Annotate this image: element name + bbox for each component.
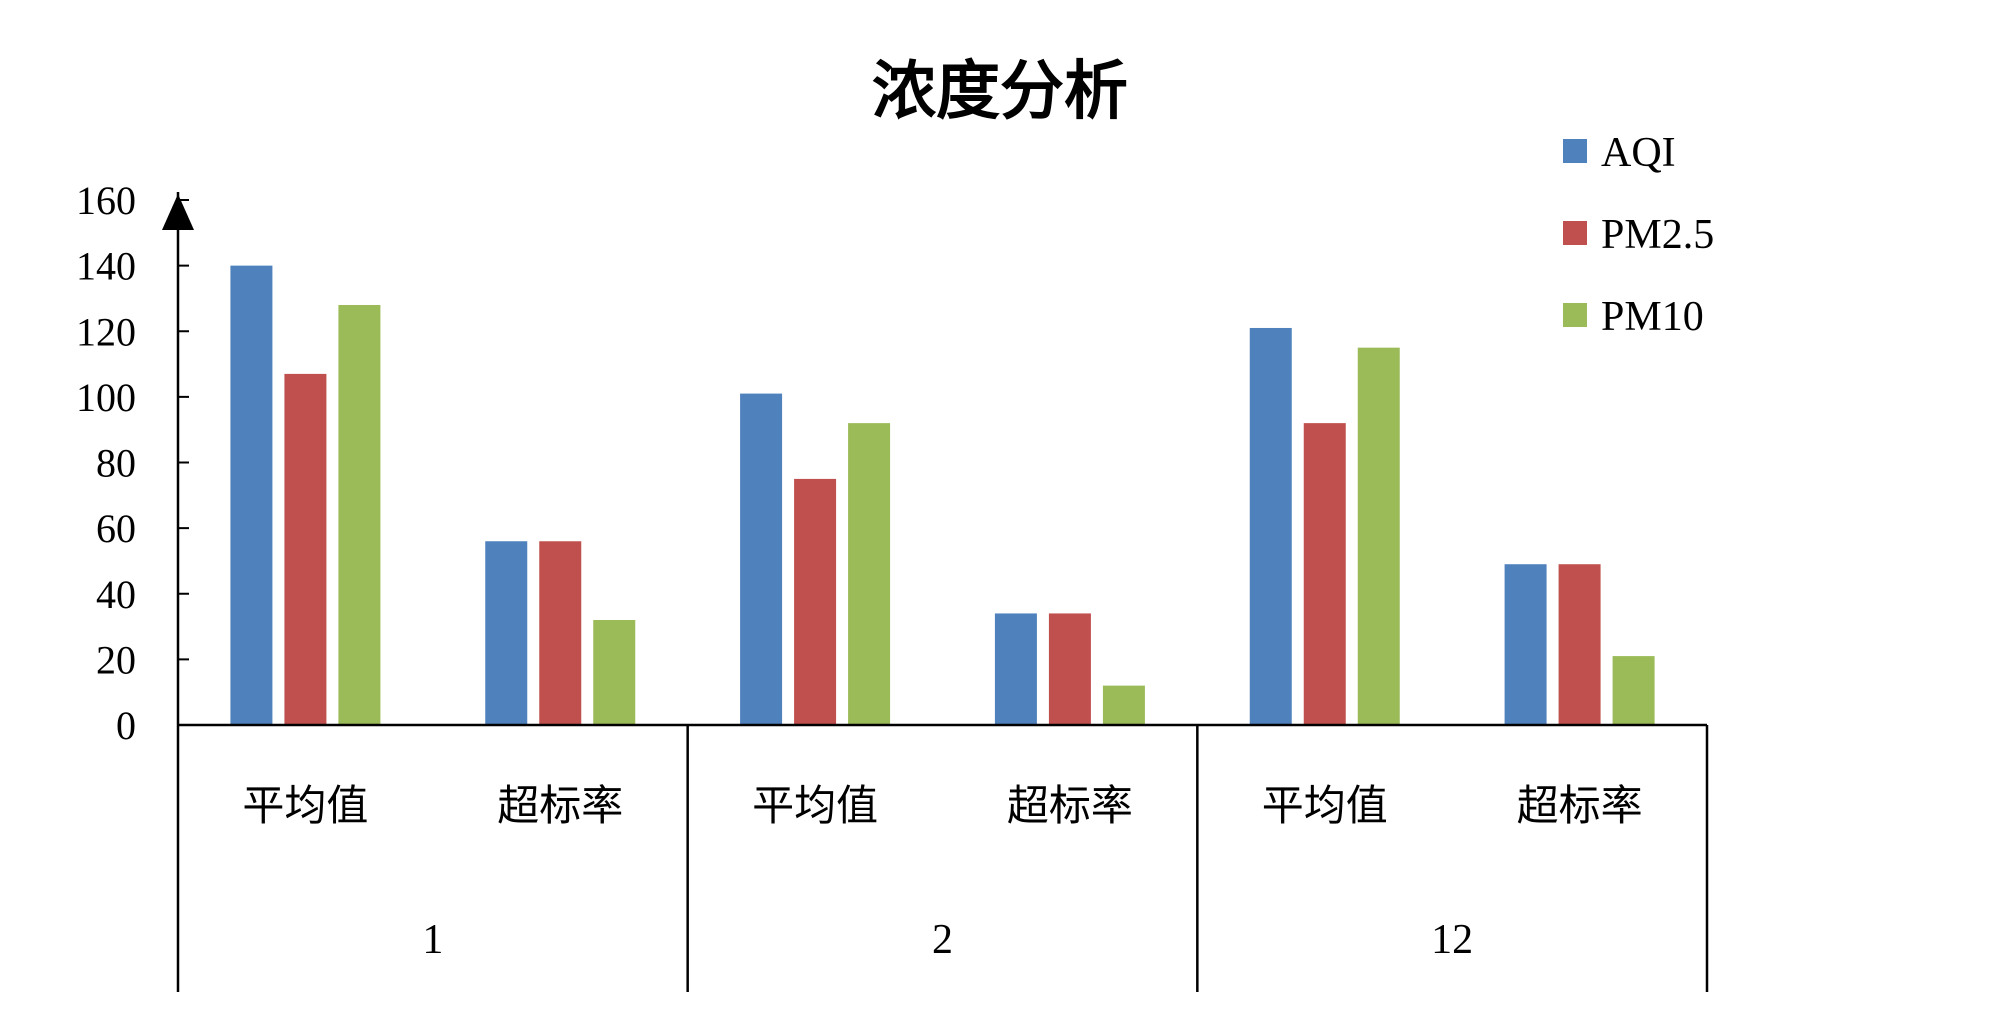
y-axis-arrow — [162, 194, 194, 230]
y-tick-label: 0 — [116, 703, 136, 748]
group-label: 12 — [1431, 917, 1473, 963]
bars — [230, 265, 1655, 725]
bar-aqi — [485, 541, 528, 725]
bar-pm2-5 — [539, 541, 582, 725]
bar-pm2-5 — [1558, 564, 1601, 725]
legend-swatch — [1563, 303, 1587, 327]
y-tick-label: 100 — [76, 375, 136, 420]
bar-pm10 — [1102, 685, 1145, 725]
category-label: 超标率 — [1517, 781, 1643, 830]
category-label: 平均值 — [242, 781, 368, 830]
bar-pm10 — [848, 423, 891, 725]
y-tick-label: 160 — [76, 178, 136, 223]
y-tick-label: 40 — [96, 572, 136, 617]
category-label: 超标率 — [497, 781, 623, 830]
legend-label: PM10 — [1601, 294, 1704, 340]
y-tick-label: 140 — [76, 244, 136, 289]
y-tick-label: 120 — [76, 309, 136, 354]
category-label: 平均值 — [752, 781, 878, 830]
bar-aqi — [230, 265, 273, 725]
bar-pm2-5 — [794, 478, 837, 725]
bar-pm10 — [1357, 347, 1400, 725]
group-label: 1 — [422, 917, 443, 963]
bar-aqi — [994, 613, 1037, 725]
y-tick-label: 60 — [96, 506, 136, 551]
legend-label: PM2.5 — [1601, 212, 1714, 258]
bar-pm2-5 — [284, 373, 327, 725]
bar-aqi — [1249, 327, 1292, 725]
chart-title: 浓度分析 — [872, 55, 1128, 129]
y-tick-label: 80 — [96, 441, 136, 486]
bar-pm10 — [593, 620, 636, 725]
category-label: 平均值 — [1262, 781, 1388, 830]
bar-pm10 — [1612, 656, 1655, 725]
legend-label: AQI — [1601, 130, 1676, 176]
y-axis: 0 20 40 60 80 100 120 140 160 — [76, 178, 194, 748]
legend: AQI PM2.5 PM10 — [1563, 130, 1714, 340]
group-label: 2 — [932, 917, 953, 963]
bar-pm2-5 — [1048, 613, 1091, 725]
bar-aqi — [1504, 564, 1547, 725]
x-axis: 平均值 超标率 1 平均值 超标率 2 平均值 超标率 12 — [176, 723, 1709, 992]
category-label: 超标率 — [1007, 781, 1133, 830]
bar-pm10 — [338, 305, 381, 725]
legend-swatch — [1563, 221, 1587, 245]
bar-aqi — [740, 393, 783, 725]
bar-pm2-5 — [1303, 423, 1346, 725]
legend-swatch — [1563, 139, 1587, 163]
y-tick-label: 20 — [96, 637, 136, 682]
